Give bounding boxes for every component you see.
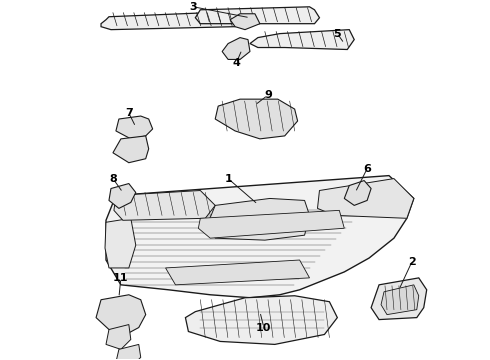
Polygon shape — [230, 14, 260, 30]
Polygon shape — [215, 99, 297, 139]
Polygon shape — [96, 295, 146, 334]
Polygon shape — [106, 176, 414, 298]
Text: 9: 9 — [264, 90, 272, 100]
Polygon shape — [222, 37, 250, 59]
Text: 2: 2 — [408, 257, 416, 267]
Polygon shape — [198, 210, 344, 238]
Polygon shape — [318, 179, 414, 218]
Polygon shape — [344, 181, 371, 206]
Polygon shape — [196, 7, 319, 24]
Polygon shape — [166, 260, 310, 285]
Text: 6: 6 — [363, 164, 371, 174]
Polygon shape — [250, 30, 354, 50]
Polygon shape — [116, 345, 141, 360]
Polygon shape — [381, 285, 419, 315]
Polygon shape — [208, 198, 310, 240]
Text: 11: 11 — [113, 273, 129, 283]
Text: 8: 8 — [109, 174, 117, 184]
Text: 10: 10 — [256, 323, 271, 333]
Text: 3: 3 — [190, 2, 197, 12]
Polygon shape — [371, 278, 427, 320]
Polygon shape — [116, 116, 153, 139]
Polygon shape — [106, 325, 131, 349]
Polygon shape — [109, 184, 136, 208]
Polygon shape — [101, 12, 240, 30]
Polygon shape — [185, 296, 337, 345]
Text: 7: 7 — [125, 108, 133, 118]
Text: 5: 5 — [334, 28, 341, 39]
Polygon shape — [105, 218, 136, 268]
Text: 1: 1 — [224, 174, 232, 184]
Polygon shape — [114, 190, 215, 220]
Polygon shape — [113, 136, 148, 163]
Text: 4: 4 — [232, 58, 240, 68]
